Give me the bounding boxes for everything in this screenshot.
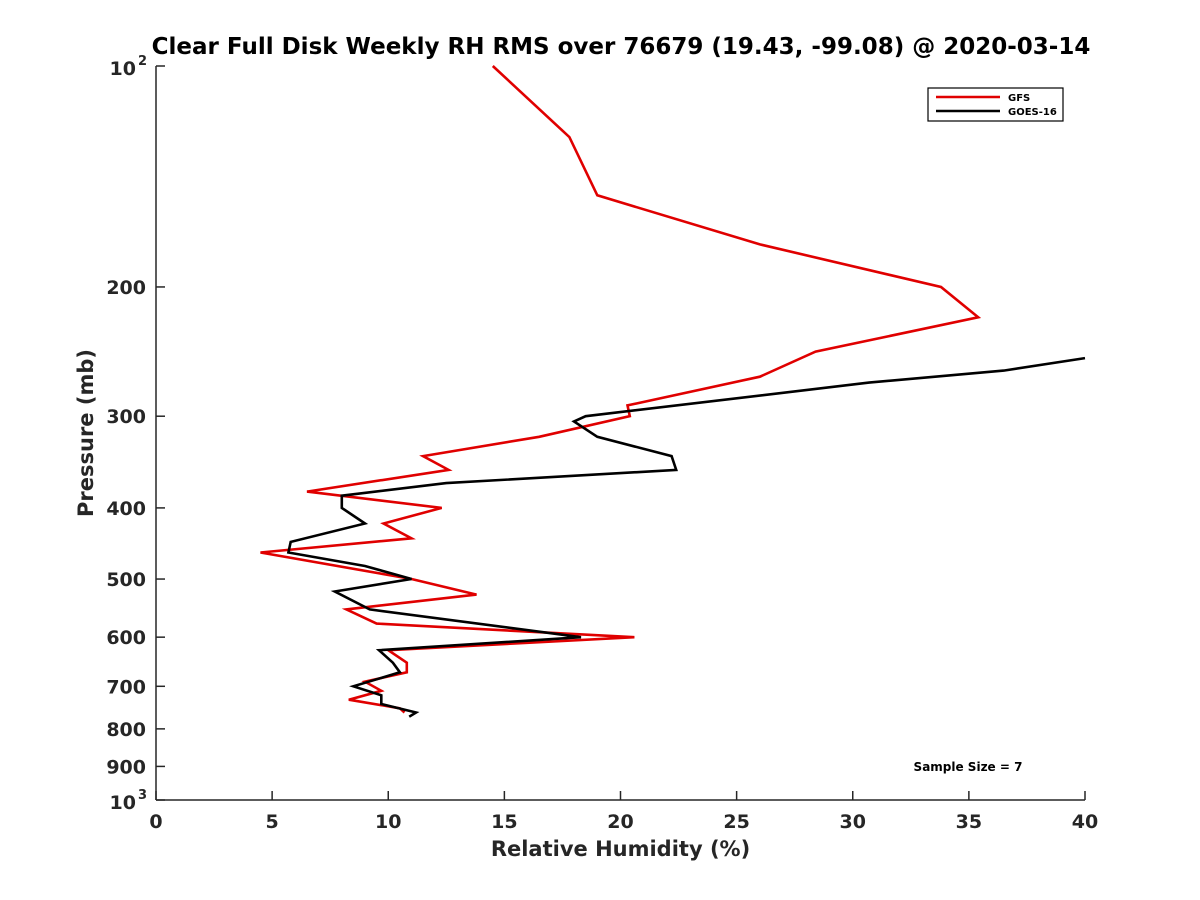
- x-tick-label: 0: [149, 811, 162, 833]
- x-axis-label: Relative Humidity (%): [491, 837, 750, 861]
- y-tick-label: 10: [110, 792, 136, 814]
- y-tick-label: 500: [106, 569, 146, 591]
- series-layer: [260, 65, 1086, 718]
- y-tick-label: 700: [106, 676, 146, 698]
- x-tick-label: 40: [1072, 811, 1098, 833]
- y-tick-label: 600: [106, 627, 146, 649]
- legend: GFS GOES-16: [927, 87, 1064, 122]
- x-tick-label: 30: [840, 811, 866, 833]
- y-tick-exponent: 2: [138, 54, 147, 69]
- legend-box: [927, 87, 1064, 122]
- x-tick-label: 25: [723, 811, 749, 833]
- series-line-2: [286, 356, 1086, 718]
- y-tick-label: 800: [106, 719, 146, 741]
- axes-layer: [155, 66, 1085, 801]
- y-tick-label: 900: [106, 756, 146, 778]
- legend-label: GOES-16: [1008, 107, 1057, 118]
- series-line-1: [260, 65, 982, 714]
- y-tick-label: 200: [106, 277, 146, 299]
- x-tick-label: 5: [266, 811, 279, 833]
- y-tick-label: 300: [106, 406, 146, 428]
- x-tick-label: 15: [491, 811, 517, 833]
- y-tick-label: 400: [106, 498, 146, 520]
- legend-label: GFS: [1008, 93, 1030, 104]
- x-tick-label: 35: [956, 811, 982, 833]
- y-axis-label: Pressure (mb): [74, 349, 98, 517]
- x-tick-label: 20: [607, 811, 633, 833]
- y-tick-label: 10: [110, 58, 136, 80]
- sample-size-annotation: Sample Size = 7: [914, 760, 1023, 774]
- x-tick-label: 10: [375, 811, 401, 833]
- y-tick-exponent: 3: [138, 788, 147, 803]
- chart-title: Clear Full Disk Weekly RH RMS over 76679…: [152, 34, 1091, 60]
